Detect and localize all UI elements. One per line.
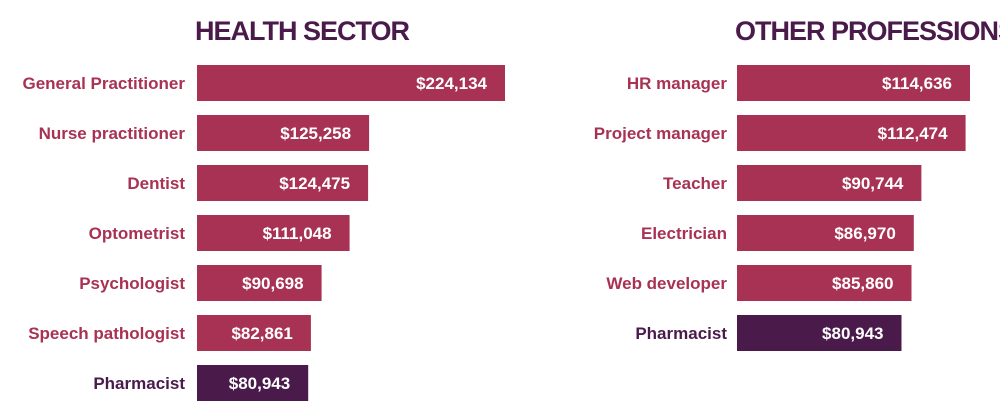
value-label-dentist: $124,475 [279, 174, 350, 193]
health-sector-title: HEALTH SECTOR [195, 16, 410, 46]
value-label-nurse-practitioner: $125,258 [280, 124, 351, 143]
bar-electrician [737, 215, 914, 251]
bar-psychologist [197, 265, 322, 301]
category-label-pharmacist: Pharmacist [93, 374, 185, 393]
category-label-optometrist: Optometrist [89, 224, 186, 243]
other-professions-title: OTHER PROFESSIONS [735, 16, 1000, 46]
bar-teacher [737, 165, 922, 201]
bar-optometrist [197, 215, 350, 251]
value-label-hr-manager: $114,636 [882, 74, 952, 93]
category-label-speech-pathologist: Speech pathologist [28, 324, 185, 343]
value-label-general-practitioner: $224,134 [416, 74, 487, 93]
value-label-teacher: $90,744 [842, 174, 904, 193]
bar-pharmacist [197, 365, 309, 401]
value-label-web-developer: $85,860 [832, 274, 893, 293]
bar-nurse-practitioner [197, 115, 370, 151]
value-label-electrician: $86,970 [834, 224, 895, 243]
category-label-psychologist: Psychologist [79, 274, 185, 293]
value-label-optometrist: $111,048 [263, 224, 332, 243]
category-label-teacher: Teacher [663, 174, 727, 193]
bar-web-developer [737, 265, 912, 301]
bar-hr-manager [737, 65, 970, 101]
category-label-hr-manager: HR manager [627, 74, 728, 93]
category-label-project-manager: Project manager [594, 124, 728, 143]
health-sector-panel: HEALTH SECTOR General Practitioner $224,1… [22, 16, 505, 401]
category-label-pharmacist: Pharmacist [635, 324, 727, 343]
category-label-web-developer: Web developer [606, 274, 727, 293]
category-label-nurse-practitioner: Nurse practitioner [39, 124, 186, 143]
bar-speech-pathologist [197, 315, 311, 351]
category-label-electrician: Electrician [641, 224, 727, 243]
value-label-project-manager: $112,474 [878, 124, 949, 143]
other-professions-panel: OTHER PROFESSIONS HR manager $114,636 Proj… [594, 16, 1000, 351]
bar-project-manager [737, 115, 966, 151]
category-label-general-practitioner: General Practitioner [22, 74, 185, 93]
value-label-pharmacist: $80,943 [229, 374, 290, 393]
bar-pharmacist [737, 315, 902, 351]
value-label-pharmacist: $80,943 [822, 324, 883, 343]
value-label-psychologist: $90,698 [242, 274, 303, 293]
bar-general-practitioner [197, 65, 505, 101]
bar-dentist [197, 165, 369, 201]
value-label-speech-pathologist: $82,861 [231, 324, 292, 343]
category-label-dentist: Dentist [127, 174, 185, 193]
